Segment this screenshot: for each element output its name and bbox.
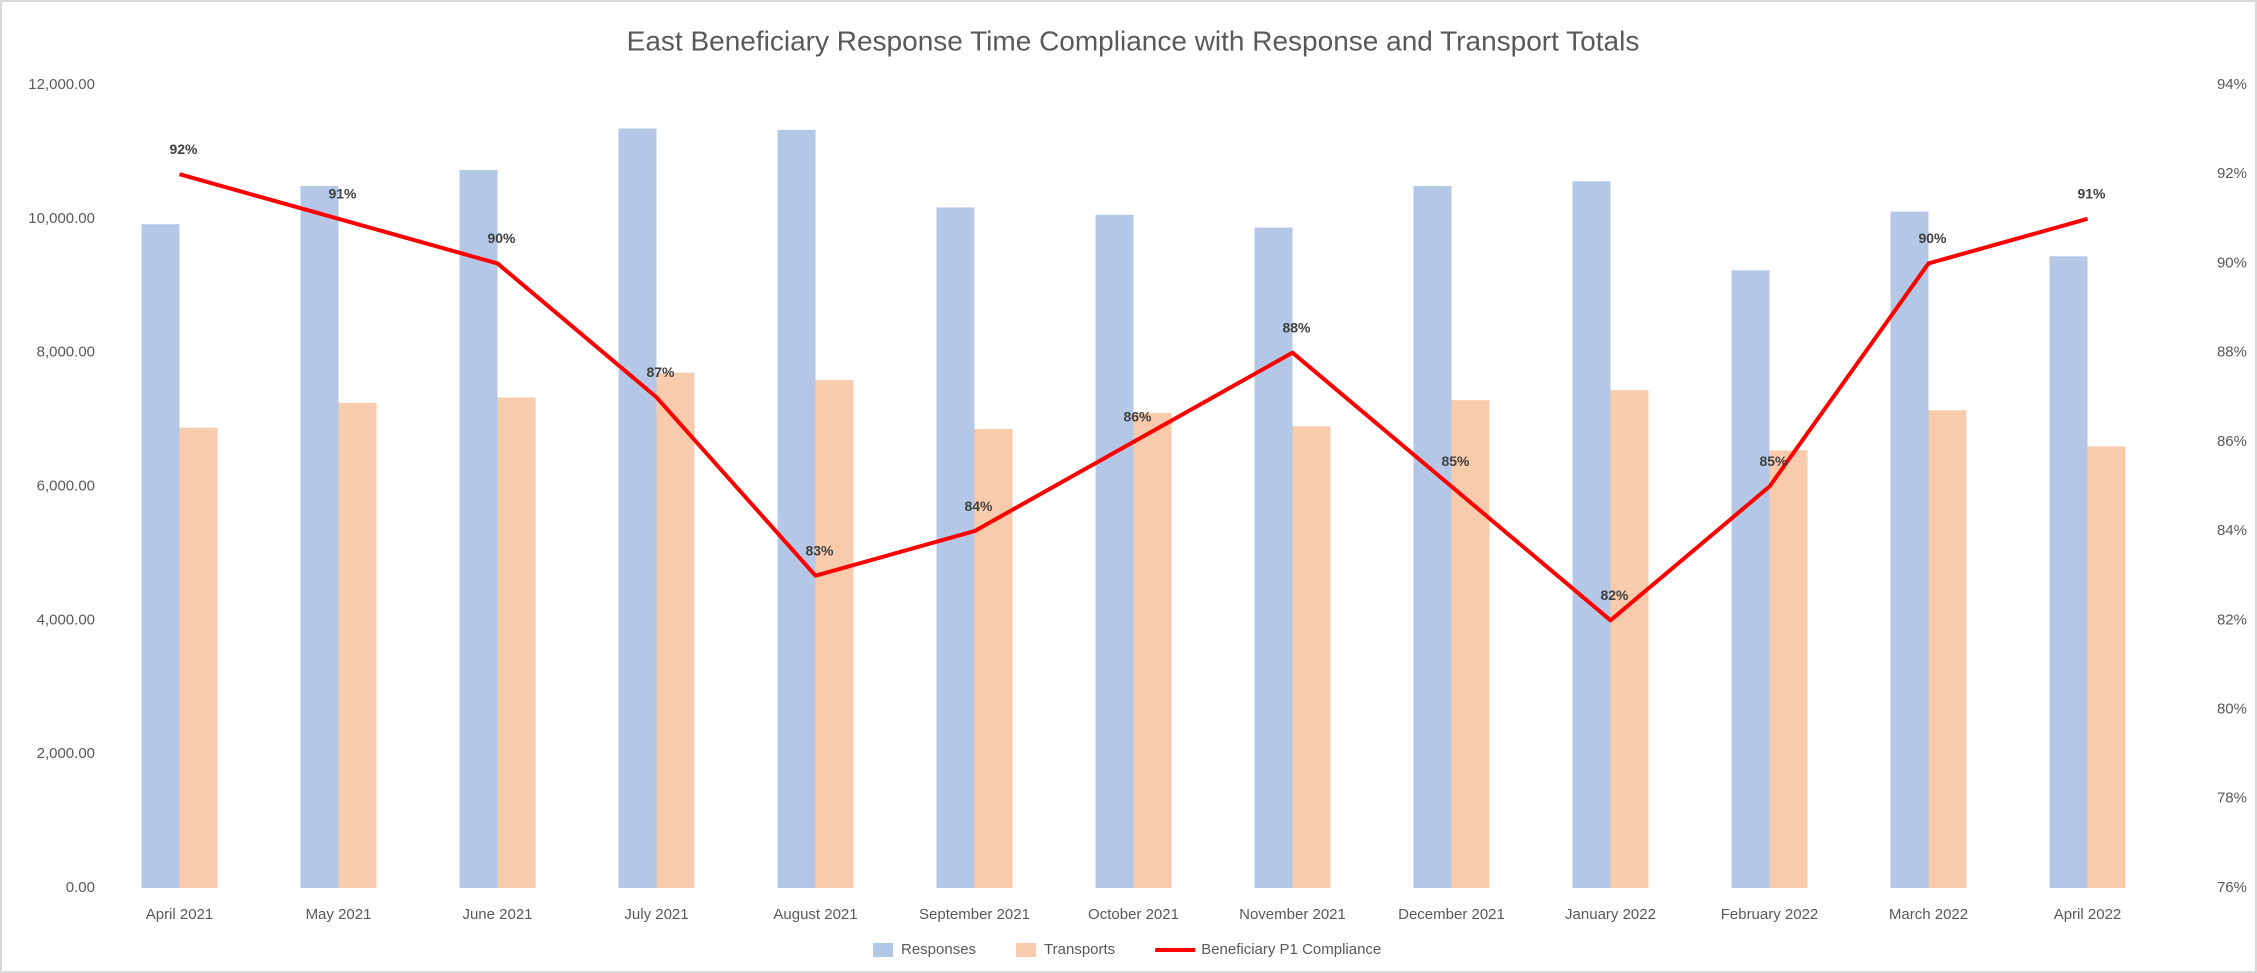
bar <box>459 169 498 889</box>
data-label: 86% <box>1123 409 1152 425</box>
data-label: 91% <box>2077 186 2106 202</box>
x-tick-label: June 2021 <box>462 906 532 923</box>
bar <box>1928 410 1967 888</box>
y-tick-label: 12,000.00 <box>28 76 95 93</box>
y-tick-label: 8,000.00 <box>37 344 95 361</box>
bar <box>2049 256 2088 889</box>
bar <box>618 128 657 888</box>
y2-tick-label: 78% <box>2217 790 2247 807</box>
legend-label: Transports <box>1044 941 1115 958</box>
y2-tick-label: 94% <box>2217 76 2247 93</box>
y-tick-label: 6,000.00 <box>37 477 95 494</box>
data-label: 90% <box>487 230 516 246</box>
bar <box>179 427 218 888</box>
bar <box>1769 450 1808 888</box>
y-tick-label: 2,000.00 <box>37 745 95 762</box>
bar <box>1572 181 1611 889</box>
bar <box>1451 400 1490 888</box>
legend-swatch <box>1016 943 1037 957</box>
bar <box>1610 390 1649 888</box>
legend-label: Beneficiary P1 Compliance <box>1201 941 1381 958</box>
y2-tick-label: 92% <box>2217 165 2247 182</box>
bar <box>1254 227 1293 889</box>
x-tick-label: April 2021 <box>146 906 214 923</box>
bar <box>656 372 695 888</box>
data-label: 82% <box>1600 587 1629 603</box>
x-tick-label: April 2022 <box>2054 906 2122 923</box>
x-tick-label: July 2021 <box>624 906 688 923</box>
y2-tick-label: 86% <box>2217 433 2247 450</box>
x-tick-label: November 2021 <box>1239 906 1346 923</box>
data-label: 88% <box>1282 319 1311 335</box>
bar <box>338 402 377 888</box>
data-label: 91% <box>328 186 357 202</box>
y2-tick-label: 80% <box>2217 701 2247 718</box>
x-tick-label: January 2022 <box>1565 906 1656 923</box>
bar <box>497 397 536 888</box>
chart-title: East Beneficiary Response Time Complianc… <box>627 25 1640 56</box>
y-tick-label: 4,000.00 <box>37 611 95 628</box>
x-tick-label: May 2021 <box>306 906 372 923</box>
y2-tick-label: 82% <box>2217 611 2247 628</box>
x-tick-label: August 2021 <box>773 906 857 923</box>
x-tick-label: February 2022 <box>1721 906 1819 923</box>
bar <box>936 207 975 888</box>
bar <box>1095 214 1134 888</box>
data-label: 85% <box>1759 453 1788 469</box>
y-tick-label: 0.00 <box>66 879 95 896</box>
data-label: 90% <box>1918 230 1947 246</box>
legend-label: Responses <box>901 941 976 958</box>
bar <box>1890 211 1929 888</box>
y2-tick-label: 90% <box>2217 254 2247 271</box>
y2-tick-label: 76% <box>2217 879 2247 896</box>
x-tick-label: December 2021 <box>1398 906 1505 923</box>
data-label: 92% <box>169 141 198 157</box>
data-label: 84% <box>964 498 993 514</box>
bar <box>974 428 1013 888</box>
data-label: 85% <box>1441 453 1470 469</box>
bar <box>1292 426 1331 888</box>
bar <box>141 224 180 889</box>
bar <box>300 186 339 888</box>
bar <box>1413 186 1452 888</box>
bar <box>2087 446 2126 888</box>
y-tick-label: 10,000.00 <box>28 210 95 227</box>
data-label: 83% <box>805 542 834 558</box>
x-tick-label: March 2022 <box>1889 906 1968 923</box>
bar <box>815 380 854 888</box>
x-tick-label: September 2021 <box>919 906 1030 923</box>
bar <box>1731 270 1770 889</box>
line <box>178 172 2089 623</box>
bar <box>1133 412 1172 888</box>
x-tick-label: October 2021 <box>1088 906 1179 923</box>
y2-tick-label: 88% <box>2217 344 2247 361</box>
data-label: 87% <box>646 364 675 380</box>
legend-swatch <box>873 943 893 957</box>
y2-tick-label: 84% <box>2217 522 2247 539</box>
bar <box>777 129 816 888</box>
